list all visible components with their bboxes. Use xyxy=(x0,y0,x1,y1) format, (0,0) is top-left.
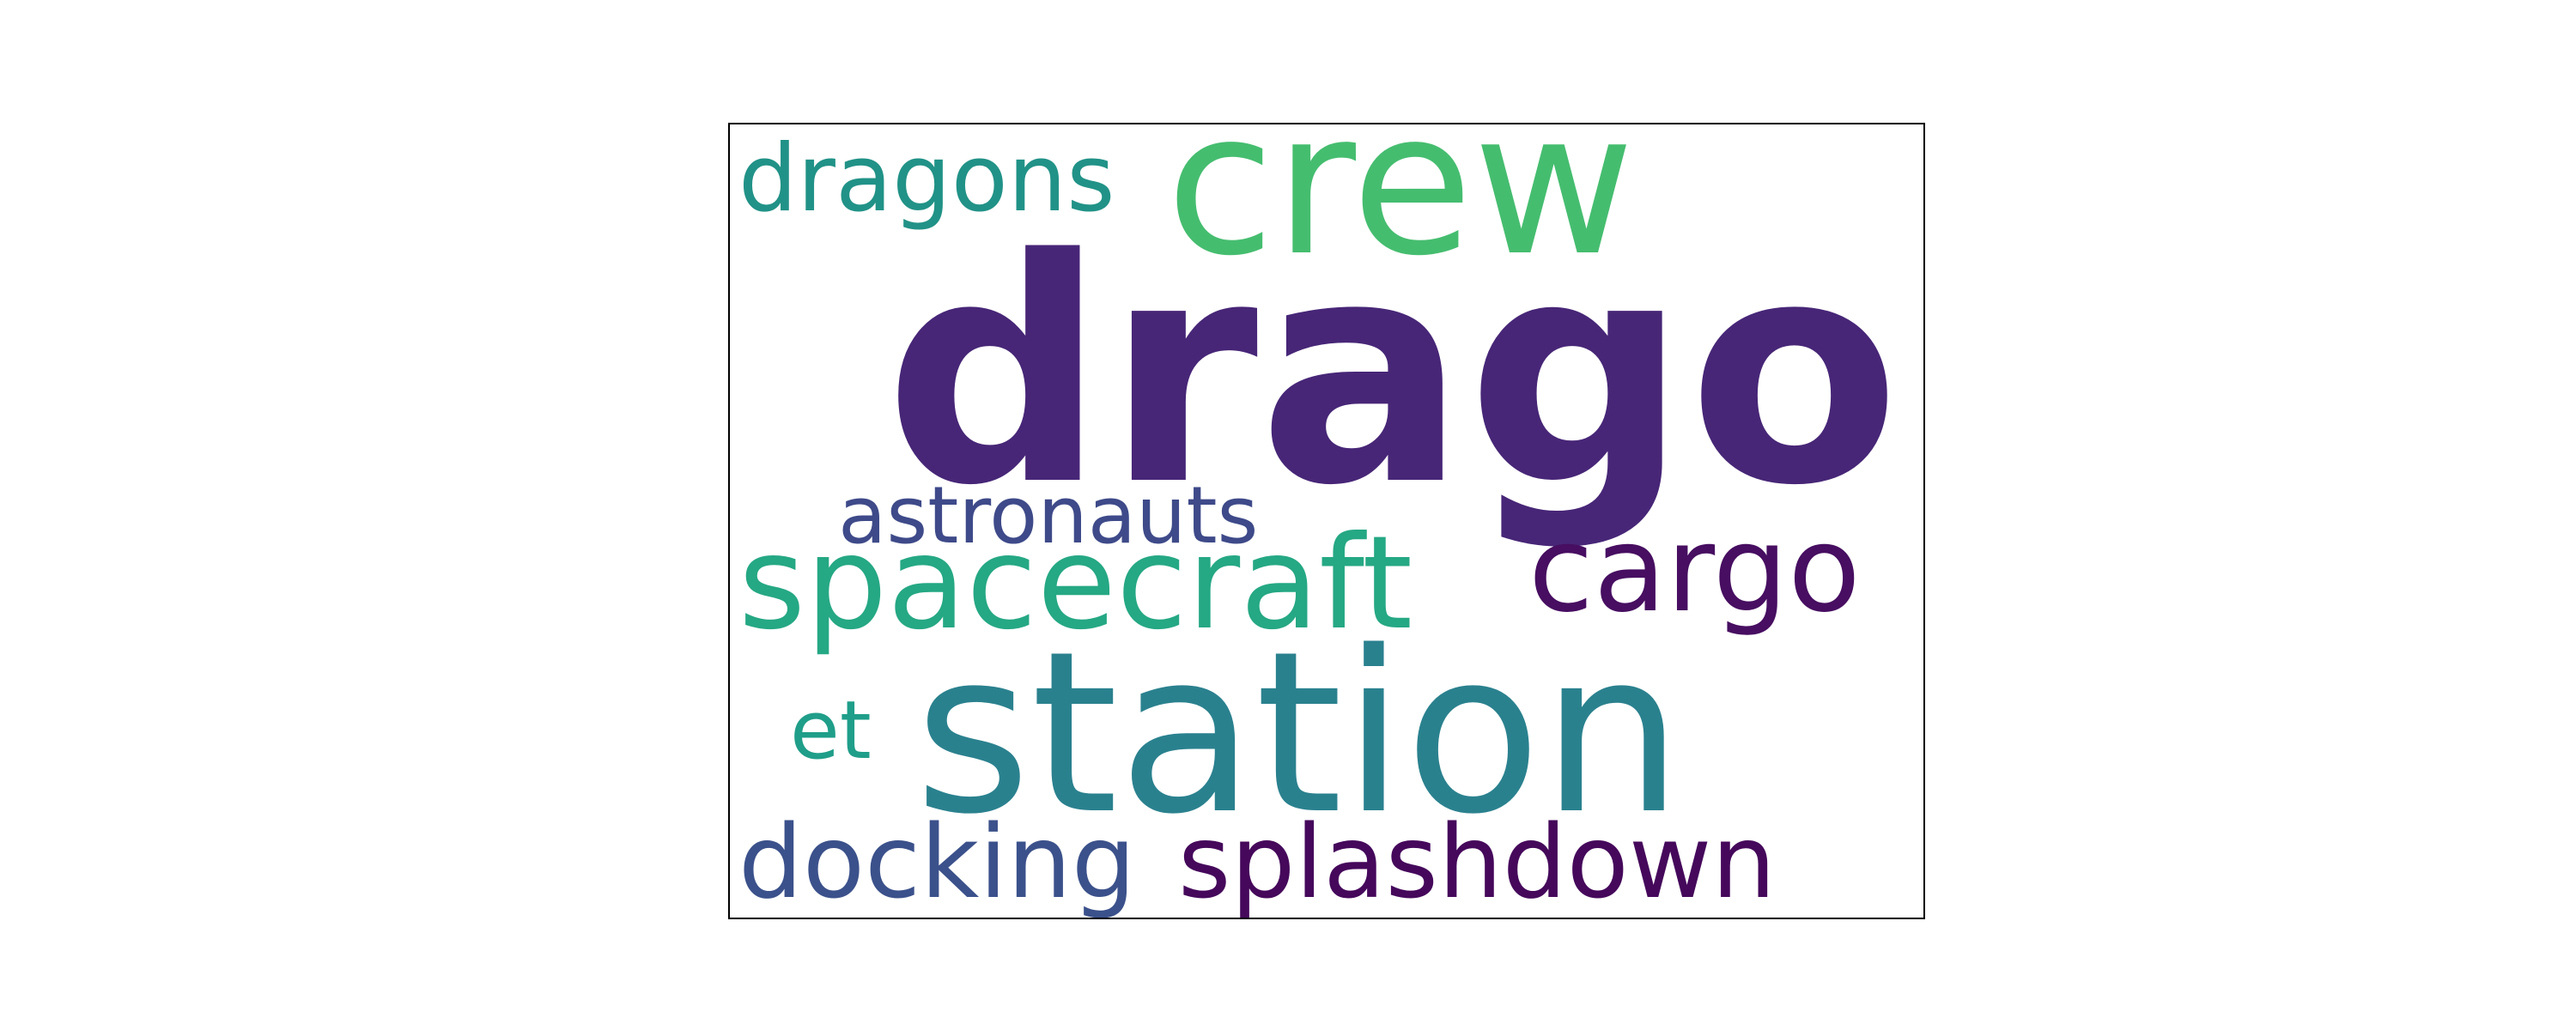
word-spacecraft: spacecraft xyxy=(738,509,1413,658)
word-crew: crew xyxy=(1166,123,1635,300)
word-splashdown: splashdown xyxy=(1178,803,1777,919)
word-docking: docking xyxy=(738,803,1136,919)
word-et: et xyxy=(790,684,872,778)
word-station: station xyxy=(914,604,1683,863)
word-cargo: cargo xyxy=(1528,500,1861,639)
word-astronauts: astronauts xyxy=(838,470,1259,561)
word-dragon: dragon xyxy=(884,193,1923,553)
word-dragons: dragons xyxy=(738,125,1115,233)
word-cloud-frame: dragon crew dragons astronauts spacecraf… xyxy=(728,123,1925,919)
